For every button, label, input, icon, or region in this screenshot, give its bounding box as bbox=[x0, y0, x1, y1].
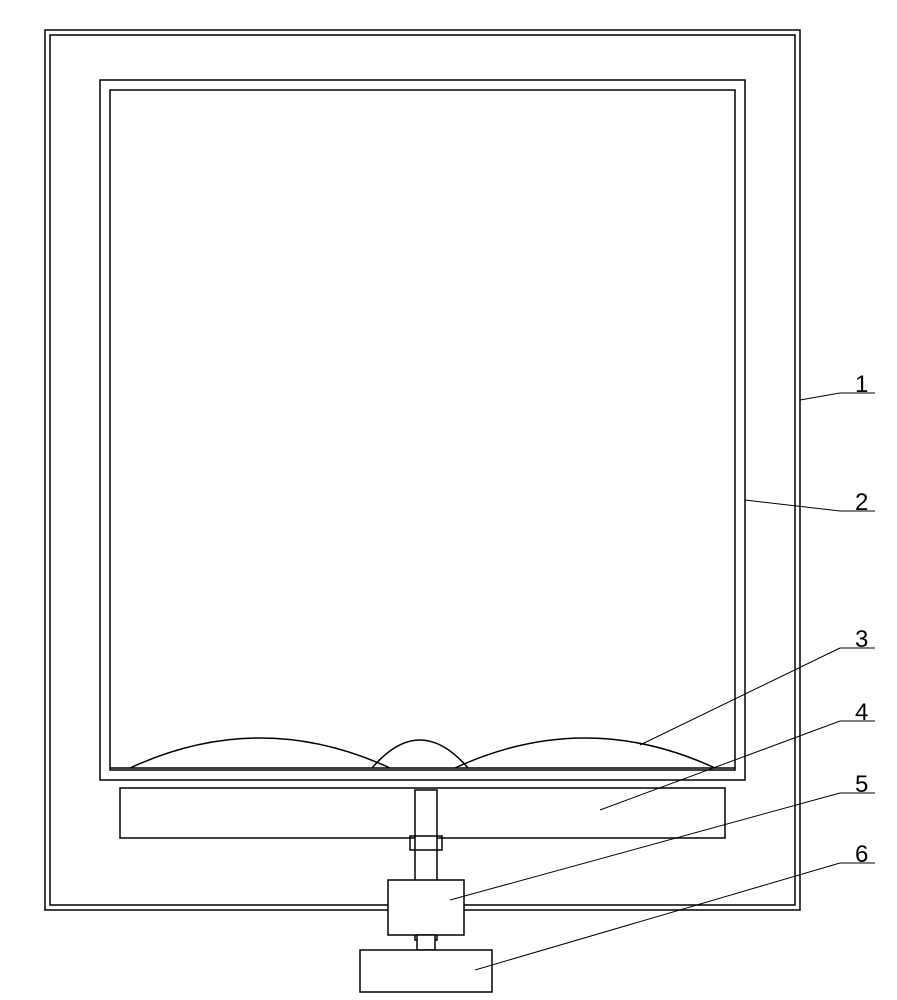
label-number: 1 bbox=[855, 371, 868, 398]
leader-line bbox=[800, 393, 840, 400]
schematic-diagram: 1 2 3 4 5 6 bbox=[0, 0, 897, 1000]
lower-box-1 bbox=[388, 880, 464, 935]
leader-line bbox=[600, 721, 840, 810]
inner-container bbox=[100, 80, 745, 780]
leader-line bbox=[450, 793, 840, 900]
label-number: 5 bbox=[855, 771, 868, 798]
label-number: 2 bbox=[855, 489, 868, 516]
leader-line bbox=[475, 863, 840, 970]
label-number: 4 bbox=[855, 699, 868, 726]
label-number: 3 bbox=[855, 626, 868, 653]
connector bbox=[417, 935, 435, 950]
mound bbox=[130, 738, 390, 768]
mounds bbox=[130, 738, 715, 768]
lower-box-2 bbox=[360, 950, 492, 992]
mound bbox=[372, 740, 468, 768]
mound bbox=[455, 738, 715, 768]
leader-line bbox=[640, 648, 840, 745]
label-number: 6 bbox=[855, 841, 868, 868]
labels: 1 2 3 4 5 6 bbox=[450, 371, 875, 970]
leader-line bbox=[745, 500, 840, 511]
